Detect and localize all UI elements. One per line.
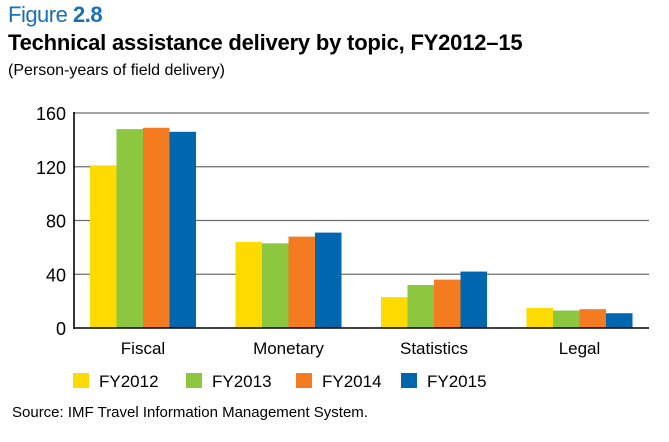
bar-fy2012-statistics bbox=[381, 297, 408, 328]
legend-item-fy2015: FY2015 bbox=[401, 372, 487, 391]
category-label: Statistics bbox=[400, 339, 468, 358]
y-tick-label: 80 bbox=[46, 212, 66, 232]
y-tick-label: 0 bbox=[56, 319, 66, 339]
legend-item-fy2012: FY2012 bbox=[73, 372, 159, 391]
y-tick-label: 120 bbox=[36, 158, 66, 178]
y-tick-label: 40 bbox=[46, 265, 66, 285]
y-tick-label: 160 bbox=[36, 104, 66, 124]
bar-fy2012-legal bbox=[526, 307, 553, 328]
legend-label: FY2014 bbox=[322, 372, 382, 391]
y-axis-ticks: 0 40 80 120 160 bbox=[36, 104, 66, 339]
legend: FY2012 FY2013 FY2014 FY2015 bbox=[73, 372, 487, 391]
bars bbox=[90, 127, 633, 328]
bar-fy2014-legal bbox=[579, 309, 606, 328]
legend-label: FY2015 bbox=[427, 372, 487, 391]
figure-number: 2.8 bbox=[72, 2, 103, 27]
bar-fy2014-statistics bbox=[434, 279, 461, 328]
category-label: Monetary bbox=[253, 339, 324, 358]
bar-fy2015-monetary bbox=[315, 232, 342, 328]
category-label: Legal bbox=[559, 339, 601, 358]
axes bbox=[73, 112, 649, 329]
bar-fy2012-monetary bbox=[235, 242, 262, 328]
figure-label: Figure 2.8 bbox=[8, 2, 103, 28]
figure-label-prefix: Figure bbox=[8, 2, 68, 27]
legend-swatch bbox=[401, 373, 417, 388]
chart-title: Technical assistance delivery by topic, … bbox=[8, 30, 523, 55]
category-labels: Fiscal Monetary Statistics Legal bbox=[121, 339, 601, 358]
legend-item-fy2014: FY2014 bbox=[296, 372, 382, 391]
bar-fy2013-legal bbox=[553, 310, 580, 328]
bar-fy2013-fiscal bbox=[116, 129, 143, 328]
source-note: Source: IMF Travel Information Managemen… bbox=[12, 404, 368, 421]
chart-subtitle: (Person-years of field delivery) bbox=[8, 62, 225, 79]
legend-swatch bbox=[296, 373, 312, 388]
bar-fy2014-monetary bbox=[288, 236, 315, 328]
bar-fy2015-statistics bbox=[460, 271, 487, 328]
legend-label: FY2013 bbox=[212, 372, 272, 391]
legend-item-fy2013: FY2013 bbox=[186, 372, 272, 391]
category-label: Fiscal bbox=[121, 339, 165, 358]
bar-fy2012-fiscal bbox=[90, 165, 117, 328]
bar-fy2013-statistics bbox=[407, 285, 434, 328]
legend-swatch bbox=[186, 373, 202, 388]
bar-fy2013-monetary bbox=[262, 243, 289, 328]
bar-fy2015-fiscal bbox=[169, 131, 196, 328]
legend-swatch bbox=[73, 373, 89, 388]
legend-label: FY2012 bbox=[99, 372, 159, 391]
bar-fy2014-fiscal bbox=[143, 127, 170, 328]
bar-fy2015-legal bbox=[606, 313, 633, 328]
